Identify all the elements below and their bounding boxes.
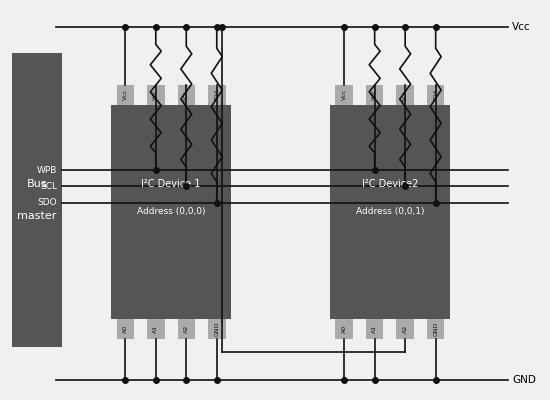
- Text: A1: A1: [153, 325, 158, 333]
- Bar: [366, 85, 383, 105]
- Bar: [178, 319, 195, 339]
- Text: Vcc: Vcc: [342, 89, 346, 100]
- Bar: [336, 85, 353, 105]
- Text: A2: A2: [184, 325, 189, 333]
- Bar: [208, 85, 226, 105]
- Text: master: master: [17, 211, 57, 221]
- Text: A2: A2: [403, 325, 408, 333]
- Bar: [117, 319, 134, 339]
- Text: A1: A1: [372, 325, 377, 333]
- Text: GND: GND: [214, 322, 219, 336]
- Text: Address (0,0,1): Address (0,0,1): [356, 208, 424, 216]
- Text: A0: A0: [342, 325, 346, 333]
- Bar: [208, 319, 226, 339]
- Text: SCL: SCL: [40, 182, 57, 190]
- Bar: [366, 319, 383, 339]
- Text: SDA: SDA: [433, 88, 438, 101]
- Bar: [147, 85, 164, 105]
- Text: SCL: SCL: [403, 89, 408, 101]
- Text: A0: A0: [123, 325, 128, 333]
- Bar: [12, 53, 62, 347]
- Text: WPB: WPB: [37, 166, 57, 175]
- Text: GND: GND: [433, 322, 438, 336]
- Text: WP: WP: [153, 90, 158, 100]
- Bar: [427, 85, 444, 105]
- Text: WP: WP: [372, 90, 377, 100]
- Text: SDA: SDA: [214, 88, 219, 101]
- Text: SDO: SDO: [37, 198, 57, 207]
- Bar: [117, 85, 134, 105]
- Text: GND: GND: [512, 374, 536, 384]
- Text: SCL: SCL: [184, 89, 189, 101]
- Text: Address (0,0,0): Address (0,0,0): [137, 208, 205, 216]
- Bar: [111, 105, 231, 319]
- Bar: [397, 85, 414, 105]
- Text: Vcc: Vcc: [512, 22, 531, 32]
- Bar: [178, 85, 195, 105]
- Text: I²C Device2: I²C Device2: [362, 179, 418, 189]
- Bar: [397, 319, 414, 339]
- Bar: [147, 319, 164, 339]
- Bar: [329, 105, 450, 319]
- Text: Bus: Bus: [27, 179, 47, 189]
- Bar: [427, 319, 444, 339]
- Text: I²C Device 1: I²C Device 1: [141, 179, 201, 189]
- Text: Vcc: Vcc: [123, 89, 128, 100]
- Bar: [336, 319, 353, 339]
